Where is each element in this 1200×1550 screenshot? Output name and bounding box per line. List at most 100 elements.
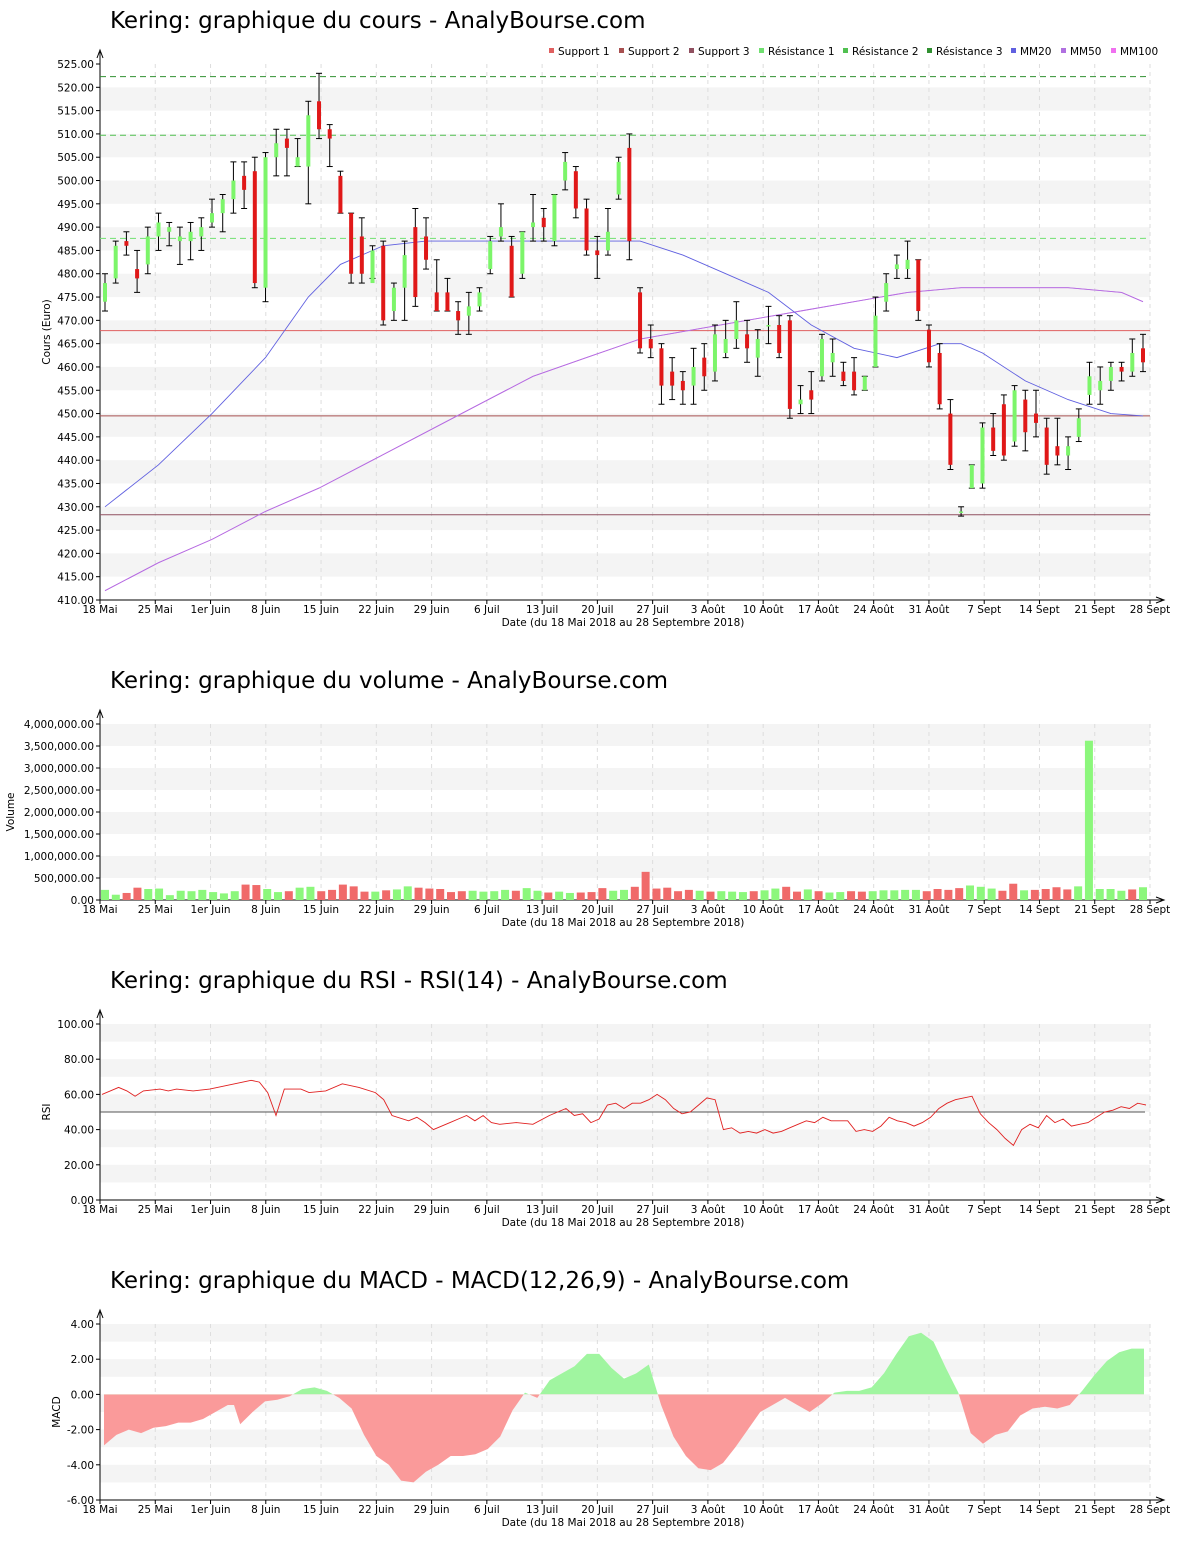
x-tick-label: 13 Juil: [526, 604, 558, 616]
x-axis-label: Date (du 18 Mai 2018 au 28 Septembre 201…: [502, 1517, 745, 1529]
x-tick-label: 31 Août: [908, 604, 949, 616]
x-tick-label: 7 Sept: [967, 604, 1001, 616]
volume-bar: [771, 888, 780, 900]
volume-bar: [738, 892, 747, 900]
candle-body: [359, 236, 364, 274]
x-tick-label: 29 Juin: [414, 1204, 450, 1216]
x-tick-label: 13 Juil: [526, 1204, 558, 1216]
x-axis-label: Date (du 18 Mai 2018 au 28 Septembre 201…: [502, 1217, 745, 1229]
x-tick-label: 6 Juil: [474, 604, 500, 616]
x-axis-arrow: [1155, 1196, 1166, 1204]
candle-body: [680, 380, 685, 391]
candle-body: [916, 259, 921, 312]
grid-band: [100, 366, 1150, 391]
price-chart: 410.00 415.00 420.00 425.00 430.00 435.00 440.…: [41, 46, 1170, 629]
x-tick-label: 28 Sept: [1130, 1204, 1171, 1216]
volume-chart-title: Kering: graphique du volume - AnalyBours…: [110, 668, 668, 694]
volume-bar: [663, 887, 672, 900]
volume-bar: [230, 891, 239, 900]
legend-label: MM100: [1120, 46, 1158, 58]
y-tick-label: -2.00: [67, 1425, 94, 1437]
x-tick-label: 14 Sept: [1019, 1204, 1060, 1216]
y-axis-arrow: [96, 1008, 104, 1019]
candle-body: [220, 199, 225, 214]
macd-chart: -6.00 -4.00 -2.00 0.00 2.00 4.00 18 Mai 25 Mai 1…: [51, 1308, 1170, 1529]
volume-bar: [187, 891, 196, 900]
y-tick-label: 430.00: [57, 502, 94, 514]
legend-label: Résistance 2: [852, 46, 919, 58]
candle-body: [969, 464, 974, 489]
candle-body: [1076, 418, 1081, 437]
x-tick-label: 27 Juil: [636, 604, 668, 616]
candle-body: [317, 101, 322, 130]
x-tick-label: 14 Sept: [1019, 604, 1060, 616]
volume-bar: [609, 890, 618, 900]
x-axis-label: Date (du 18 Mai 2018 au 28 Septembre 201…: [502, 617, 745, 629]
candle-body: [199, 227, 204, 237]
y-tick-label: 485.00: [57, 245, 94, 257]
mm20-line: [104, 240, 1144, 508]
candle-body: [1066, 446, 1071, 456]
legend-label: MM20: [1020, 46, 1051, 58]
candle-body: [370, 250, 375, 284]
volume-bar: [133, 887, 142, 900]
candle-body: [1119, 366, 1124, 372]
volume-bar: [209, 892, 218, 900]
grid-band: [100, 812, 1150, 834]
candle-body: [242, 175, 247, 190]
y-tick-label: 1,500,000.00: [24, 829, 94, 841]
candle-body: [862, 376, 867, 391]
volume-bar: [587, 892, 596, 900]
candle-body: [391, 287, 396, 312]
volume-bar: [1074, 886, 1083, 900]
volume-bar: [674, 891, 683, 900]
x-tick-label: 31 Août: [908, 1504, 949, 1516]
candle-body: [210, 213, 215, 223]
candle-body: [531, 222, 536, 228]
volume-bar: [944, 889, 953, 900]
candle-body: [306, 115, 311, 167]
x-tick-label: 6 Juil: [474, 904, 500, 916]
volume-bar: [760, 890, 769, 900]
candle-body: [113, 245, 118, 279]
candle-body: [723, 338, 728, 353]
candle-body: [659, 348, 664, 386]
x-tick-label: 20 Juil: [581, 1504, 613, 1516]
x-tick-label: 18 Mai: [82, 1504, 117, 1516]
candle-body: [648, 338, 653, 349]
candle-body: [434, 292, 439, 312]
x-tick-label: 18 Mai: [82, 904, 117, 916]
volume-bar: [955, 888, 964, 900]
y-tick-label: 445.00: [57, 432, 94, 444]
candle-body: [905, 259, 910, 270]
candle-body: [712, 334, 717, 372]
macd-negative-area: [104, 1394, 1144, 1483]
x-tick-label: 24 Août: [853, 1204, 894, 1216]
x-tick-label: 10 Août: [743, 904, 784, 916]
candle-body: [948, 413, 953, 465]
volume-bar: [511, 890, 520, 900]
legend-swatch: [843, 48, 848, 53]
volume-bar: [630, 886, 639, 900]
y-tick-label: 440.00: [57, 455, 94, 467]
x-tick-label: 17 Août: [798, 904, 839, 916]
y-axis-arrow: [96, 1308, 104, 1319]
y-tick-label: 3,500,000.00: [24, 741, 94, 753]
candle-body: [670, 371, 675, 386]
candle-body: [252, 171, 257, 284]
volume-bar: [490, 891, 499, 900]
candle-body: [638, 292, 643, 349]
candle-body: [156, 222, 161, 237]
grid-band: [100, 553, 1150, 577]
volume-bar: [728, 891, 737, 900]
x-tick-label: 29 Juin: [414, 1504, 450, 1516]
legend-swatch: [549, 48, 554, 53]
candle-body: [873, 315, 878, 367]
volume-bar: [911, 889, 920, 900]
volume-bar: [976, 886, 985, 900]
candle-body: [1033, 413, 1038, 423]
candle-body: [755, 338, 760, 358]
volume-bar: [836, 892, 845, 900]
legend-label: Support 1: [558, 46, 610, 58]
volume-bar: [706, 891, 715, 900]
